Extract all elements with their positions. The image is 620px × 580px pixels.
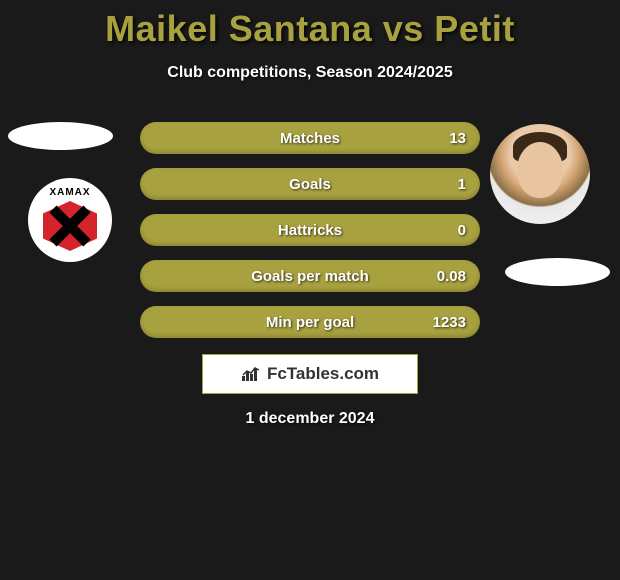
brand-attribution: FcTables.com: [202, 354, 418, 394]
left-club-badge: XAMAX: [28, 178, 112, 262]
stat-label: Hattricks: [278, 222, 342, 239]
stat-value-right: 0.08: [437, 268, 466, 285]
stat-row-goals: Goals 1: [140, 168, 480, 200]
date-label: 1 december 2024: [0, 410, 620, 428]
subtitle: Club competitions, Season 2024/2025: [0, 64, 620, 82]
stat-row-goals-per-match: Goals per match 0.08: [140, 260, 480, 292]
stat-label: Goals: [289, 176, 331, 193]
stat-value-right: 1233: [433, 314, 466, 331]
xamax-logo-icon: XAMAX: [35, 185, 105, 255]
stat-label: Goals per match: [251, 268, 369, 285]
brand-label: FcTables.com: [267, 364, 379, 384]
stat-row-min-per-goal: Min per goal 1233: [140, 306, 480, 338]
right-club-placeholder: [505, 258, 610, 286]
stat-row-hattricks: Hattricks 0: [140, 214, 480, 246]
stat-value-right: 13: [449, 130, 466, 147]
right-player-avatar: [490, 124, 590, 224]
stat-value-right: 0: [458, 222, 466, 239]
stat-row-matches: Matches 13: [140, 122, 480, 154]
stat-label: Matches: [280, 130, 340, 147]
page-title: Maikel Santana vs Petit: [0, 0, 620, 50]
club-badge-label: XAMAX: [49, 187, 90, 198]
stats-container: Matches 13 Goals 1 Hattricks 0 Goals per…: [140, 122, 480, 352]
stat-value-right: 1: [458, 176, 466, 193]
left-player-placeholder: [8, 122, 113, 150]
bar-chart-icon: [241, 366, 261, 382]
stat-label: Min per goal: [266, 314, 354, 331]
